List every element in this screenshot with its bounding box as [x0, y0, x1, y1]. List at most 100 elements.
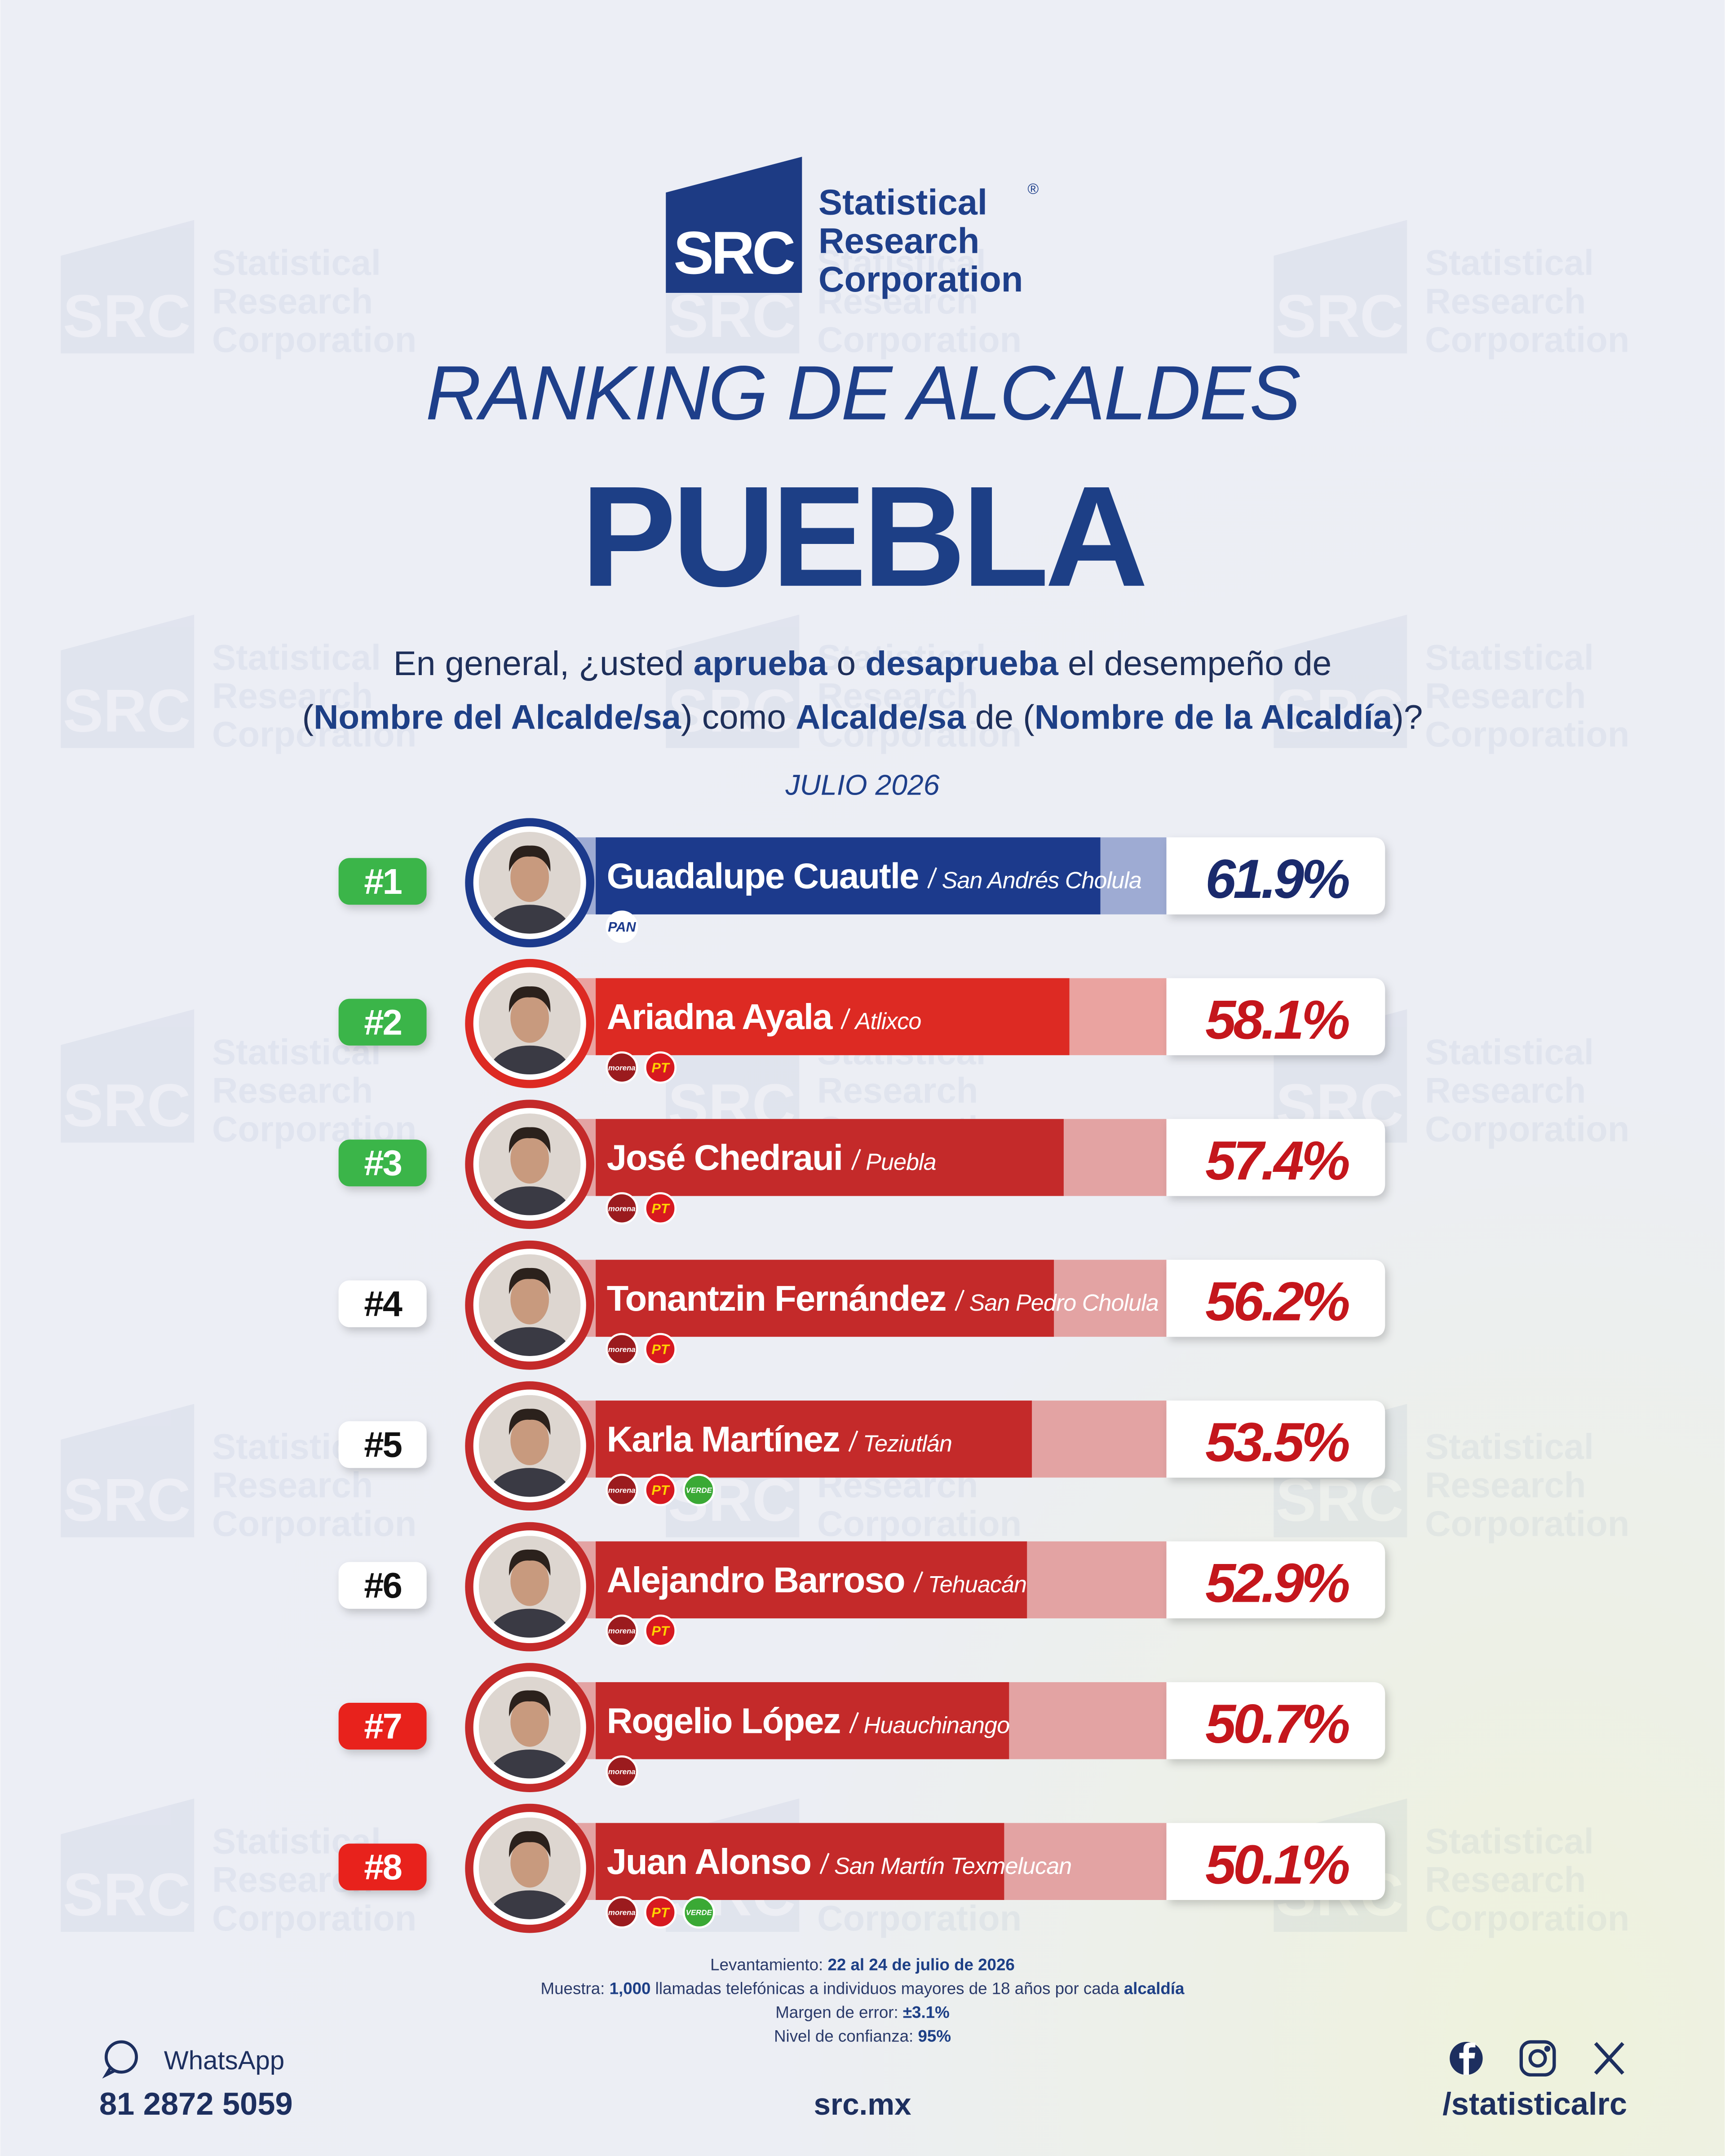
- photo-head: [510, 1556, 549, 1606]
- watermark-line: Statistical: [1425, 1427, 1594, 1467]
- ranking-row: #3 57.4% José Chedraui Puebla morena PT: [338, 1100, 1385, 1229]
- party-name: morena: [608, 1486, 636, 1494]
- watermark-shape: [1274, 614, 1407, 748]
- party-name: PT: [651, 1483, 670, 1498]
- text-segment: 22 al 24 de julio de 2026: [827, 1956, 1014, 1974]
- avatar: [465, 1803, 595, 1933]
- phone[interactable]: 81 2872 5059: [99, 2086, 293, 2121]
- footer-note: Margen de error: ±3.1%: [775, 2003, 950, 2022]
- ranking: #1 61.9% Guadalupe Cuautle San Andrés Cholu…: [338, 818, 1385, 1933]
- avatar: [465, 1240, 595, 1370]
- question-line: (Nombre del Alcalde/sa) como Alcalde/sa …: [302, 698, 1423, 736]
- text-segment: Muestra:: [541, 1979, 610, 1998]
- value-label: 50.7%: [1205, 1693, 1349, 1754]
- value-box: [1166, 1682, 1385, 1759]
- photo-hair: [509, 1268, 551, 1294]
- value-label: 53.5%: [1205, 1411, 1349, 1473]
- avatar-photo: [478, 972, 581, 1075]
- party-name: morena: [608, 1767, 636, 1776]
- watermark-shape: [666, 614, 800, 748]
- whatsapp-label[interactable]: WhatsApp: [164, 2046, 284, 2075]
- photo-body: [488, 905, 571, 934]
- ranking-row: #2 58.1% Ariadna Ayala Atlixco morena PT: [338, 959, 1385, 1088]
- title: RANKING DE ALCALDES: [425, 350, 1300, 436]
- whatsapp-icon: [102, 2040, 138, 2079]
- rank-label: #8: [364, 1847, 401, 1887]
- watermark-shape: [61, 220, 195, 353]
- photo-hair: [509, 1127, 551, 1153]
- watermark-line: Research: [1425, 676, 1586, 716]
- photo-head: [510, 1275, 549, 1325]
- watermark-line: Statistical: [212, 243, 381, 283]
- facebook-icon[interactable]: [1450, 2041, 1483, 2075]
- text-segment: ±3.1%: [903, 2003, 950, 2022]
- ranking-row: #7 50.7% Rogelio López Huauchinango morena: [338, 1663, 1385, 1792]
- text-segment: (: [302, 698, 314, 736]
- watermark-line: Research: [212, 1070, 373, 1110]
- candidate-name: José Chedraui: [607, 1137, 843, 1177]
- footer-note: Nivel de confianza: 95%: [774, 2027, 951, 2046]
- watermark-mark: SRC: [63, 1860, 190, 1928]
- text-segment: aprueba: [694, 645, 828, 683]
- watermark-line: Corporation: [1425, 1503, 1629, 1543]
- rank-badge: [338, 1140, 427, 1187]
- separator: [819, 1853, 830, 1874]
- website[interactable]: src.mx: [814, 2088, 911, 2121]
- candidate-name: Juan Alonso: [607, 1842, 811, 1882]
- watermark-line: Corporation: [1425, 714, 1629, 754]
- watermark-line: Statistical: [817, 243, 986, 283]
- avatar-photo: [478, 1395, 581, 1497]
- watermark-mark: SRC: [63, 677, 190, 745]
- avatar-photo: [478, 1817, 581, 1919]
- separator: [913, 1571, 924, 1593]
- photo-body: [488, 1750, 571, 1779]
- text-segment: En general, ¿usted: [394, 645, 694, 683]
- value-box: [1166, 1259, 1385, 1337]
- photo-hair: [509, 845, 551, 872]
- avatar: [465, 1522, 595, 1652]
- logo-line: Statistical: [818, 182, 987, 222]
- registered-mark: ®: [1027, 181, 1039, 198]
- value-label: 57.4%: [1205, 1130, 1349, 1191]
- text-segment: )?: [1392, 698, 1423, 736]
- text-segment: Levantamiento:: [710, 1956, 827, 1974]
- watermark-line: Statistical: [1425, 1032, 1594, 1072]
- avatar-photo: [478, 1536, 581, 1638]
- party-logo: [644, 1051, 677, 1084]
- text-segment: Nivel de confianza:: [774, 2027, 918, 2046]
- avatar: [465, 818, 595, 948]
- ranking-row: #8 50.1% Juan Alonso San Martín Texmelucan m…: [338, 1803, 1385, 1933]
- value-label: 61.9%: [1205, 848, 1349, 910]
- instagram-icon[interactable]: [1519, 2040, 1556, 2077]
- photo-body: [488, 1045, 571, 1075]
- text-segment: 95%: [918, 2027, 951, 2046]
- watermark-shape: [1274, 220, 1407, 353]
- watermark-line: Corporation: [1425, 1109, 1629, 1149]
- social-handle[interactable]: /statisticalrc: [1442, 2086, 1627, 2121]
- logo-shape: [666, 156, 802, 293]
- bar: [596, 1541, 1027, 1619]
- photo-hair: [509, 1831, 551, 1858]
- rank-badge: [338, 1280, 427, 1327]
- candidate-name: Tonantzin Fernández: [607, 1278, 946, 1318]
- x-icon[interactable]: [1594, 2042, 1624, 2075]
- text-segment: el desempeño de: [1058, 645, 1331, 683]
- logo-mark: SRC: [673, 219, 794, 287]
- candidate-name: Rogelio López: [607, 1701, 840, 1741]
- party-name: PAN: [608, 919, 636, 935]
- rank-badge: [338, 1421, 427, 1468]
- region: Tehuacán: [928, 1572, 1026, 1598]
- avatar-photo: [478, 1113, 581, 1215]
- separator: [955, 1290, 965, 1311]
- text-segment: llamadas telefónicas a individuos mayore…: [650, 1979, 1123, 1998]
- party-logo: [682, 1896, 715, 1929]
- subtitle: PUEBLA: [581, 457, 1146, 616]
- text-segment: de (: [966, 698, 1035, 736]
- party-name: morena: [608, 1064, 636, 1072]
